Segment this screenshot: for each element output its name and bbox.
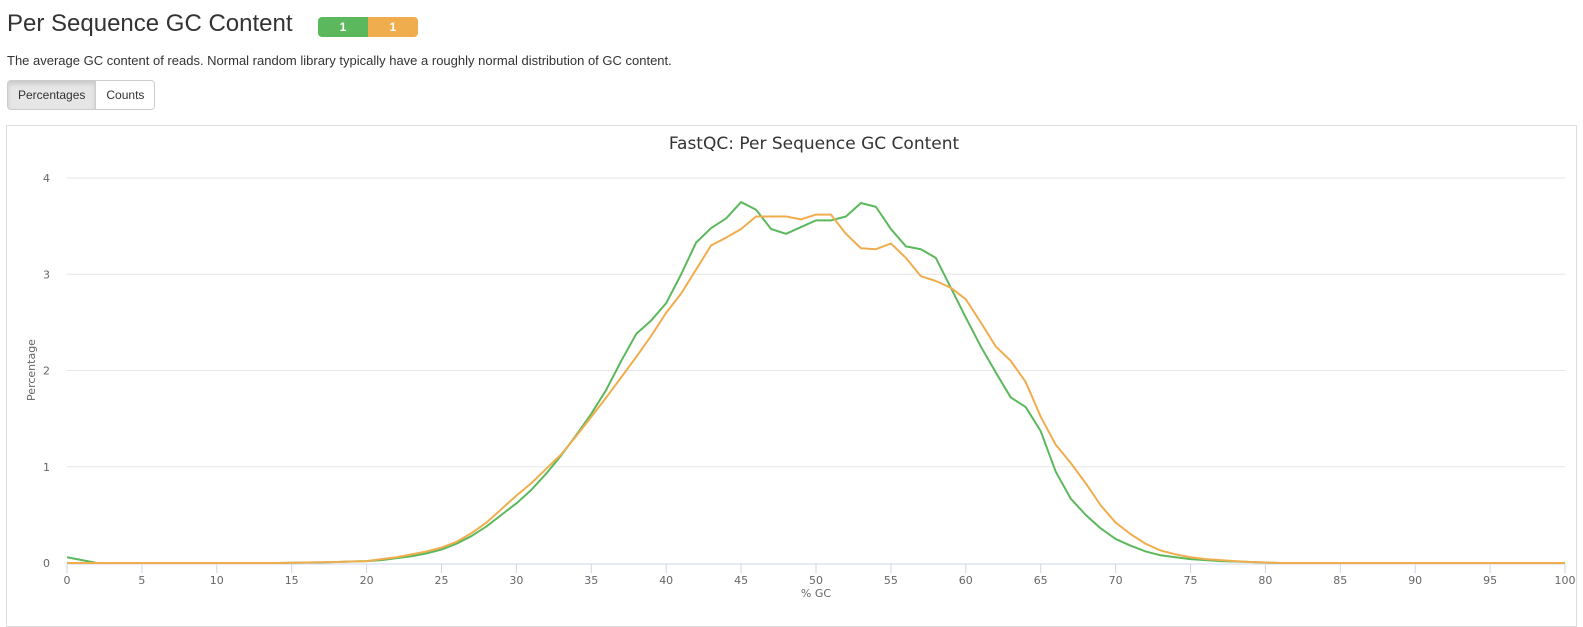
y-tick-label: 3 [43,268,50,281]
x-tick-label: 35 [584,574,598,587]
x-tick-label: 85 [1333,574,1347,587]
y-tick-label: 0 [43,557,50,570]
x-tick-label: 65 [1034,574,1048,587]
warn-badge[interactable]: 1 [368,17,418,37]
x-tick-label: 25 [435,574,449,587]
x-tick-label: 30 [509,574,523,587]
x-tick-label: 50 [809,574,823,587]
y-tick-label: 1 [43,461,50,474]
x-tick-label: 40 [659,574,673,587]
x-tick-label: 60 [959,574,973,587]
x-tick-label: 70 [1109,574,1123,587]
y-axis-label: Percentage [25,339,38,401]
pass-badge[interactable]: 1 [318,17,368,37]
series-line-1[interactable] [67,213,1565,564]
status-badges: 1 1 [318,17,418,37]
section-description: The average GC content of reads. Normal … [7,53,672,68]
x-axis-label: % GC [801,587,831,600]
x-tick-label: 15 [285,574,299,587]
x-tick-label: 55 [884,574,898,587]
x-tick-label: 100 [1555,574,1576,587]
x-tick-label: 0 [64,574,71,587]
view-toggle: Percentages Counts [7,80,156,110]
gc-content-chart: FastQC: Per Sequence GC Content Percenta… [25,134,1576,600]
x-tick-label: 95 [1483,574,1497,587]
x-tick-label: 80 [1258,574,1272,587]
y-tick-label: 4 [43,172,50,185]
section-title: Per Sequence GC Content [7,10,293,37]
x-tick-label: 75 [1184,574,1198,587]
x-tick-label: 90 [1408,574,1422,587]
x-tick-label: 20 [360,574,374,587]
x-tick-label: 10 [210,574,224,587]
series-line-0[interactable] [66,201,1565,564]
counts-button[interactable]: Counts [95,81,155,109]
x-tick-label: 5 [138,574,145,587]
x-tick-label: 45 [734,574,748,587]
chart-title: FastQC: Per Sequence GC Content [669,134,960,154]
y-tick-label: 2 [43,365,50,378]
percentages-button[interactable]: Percentages [8,81,96,109]
